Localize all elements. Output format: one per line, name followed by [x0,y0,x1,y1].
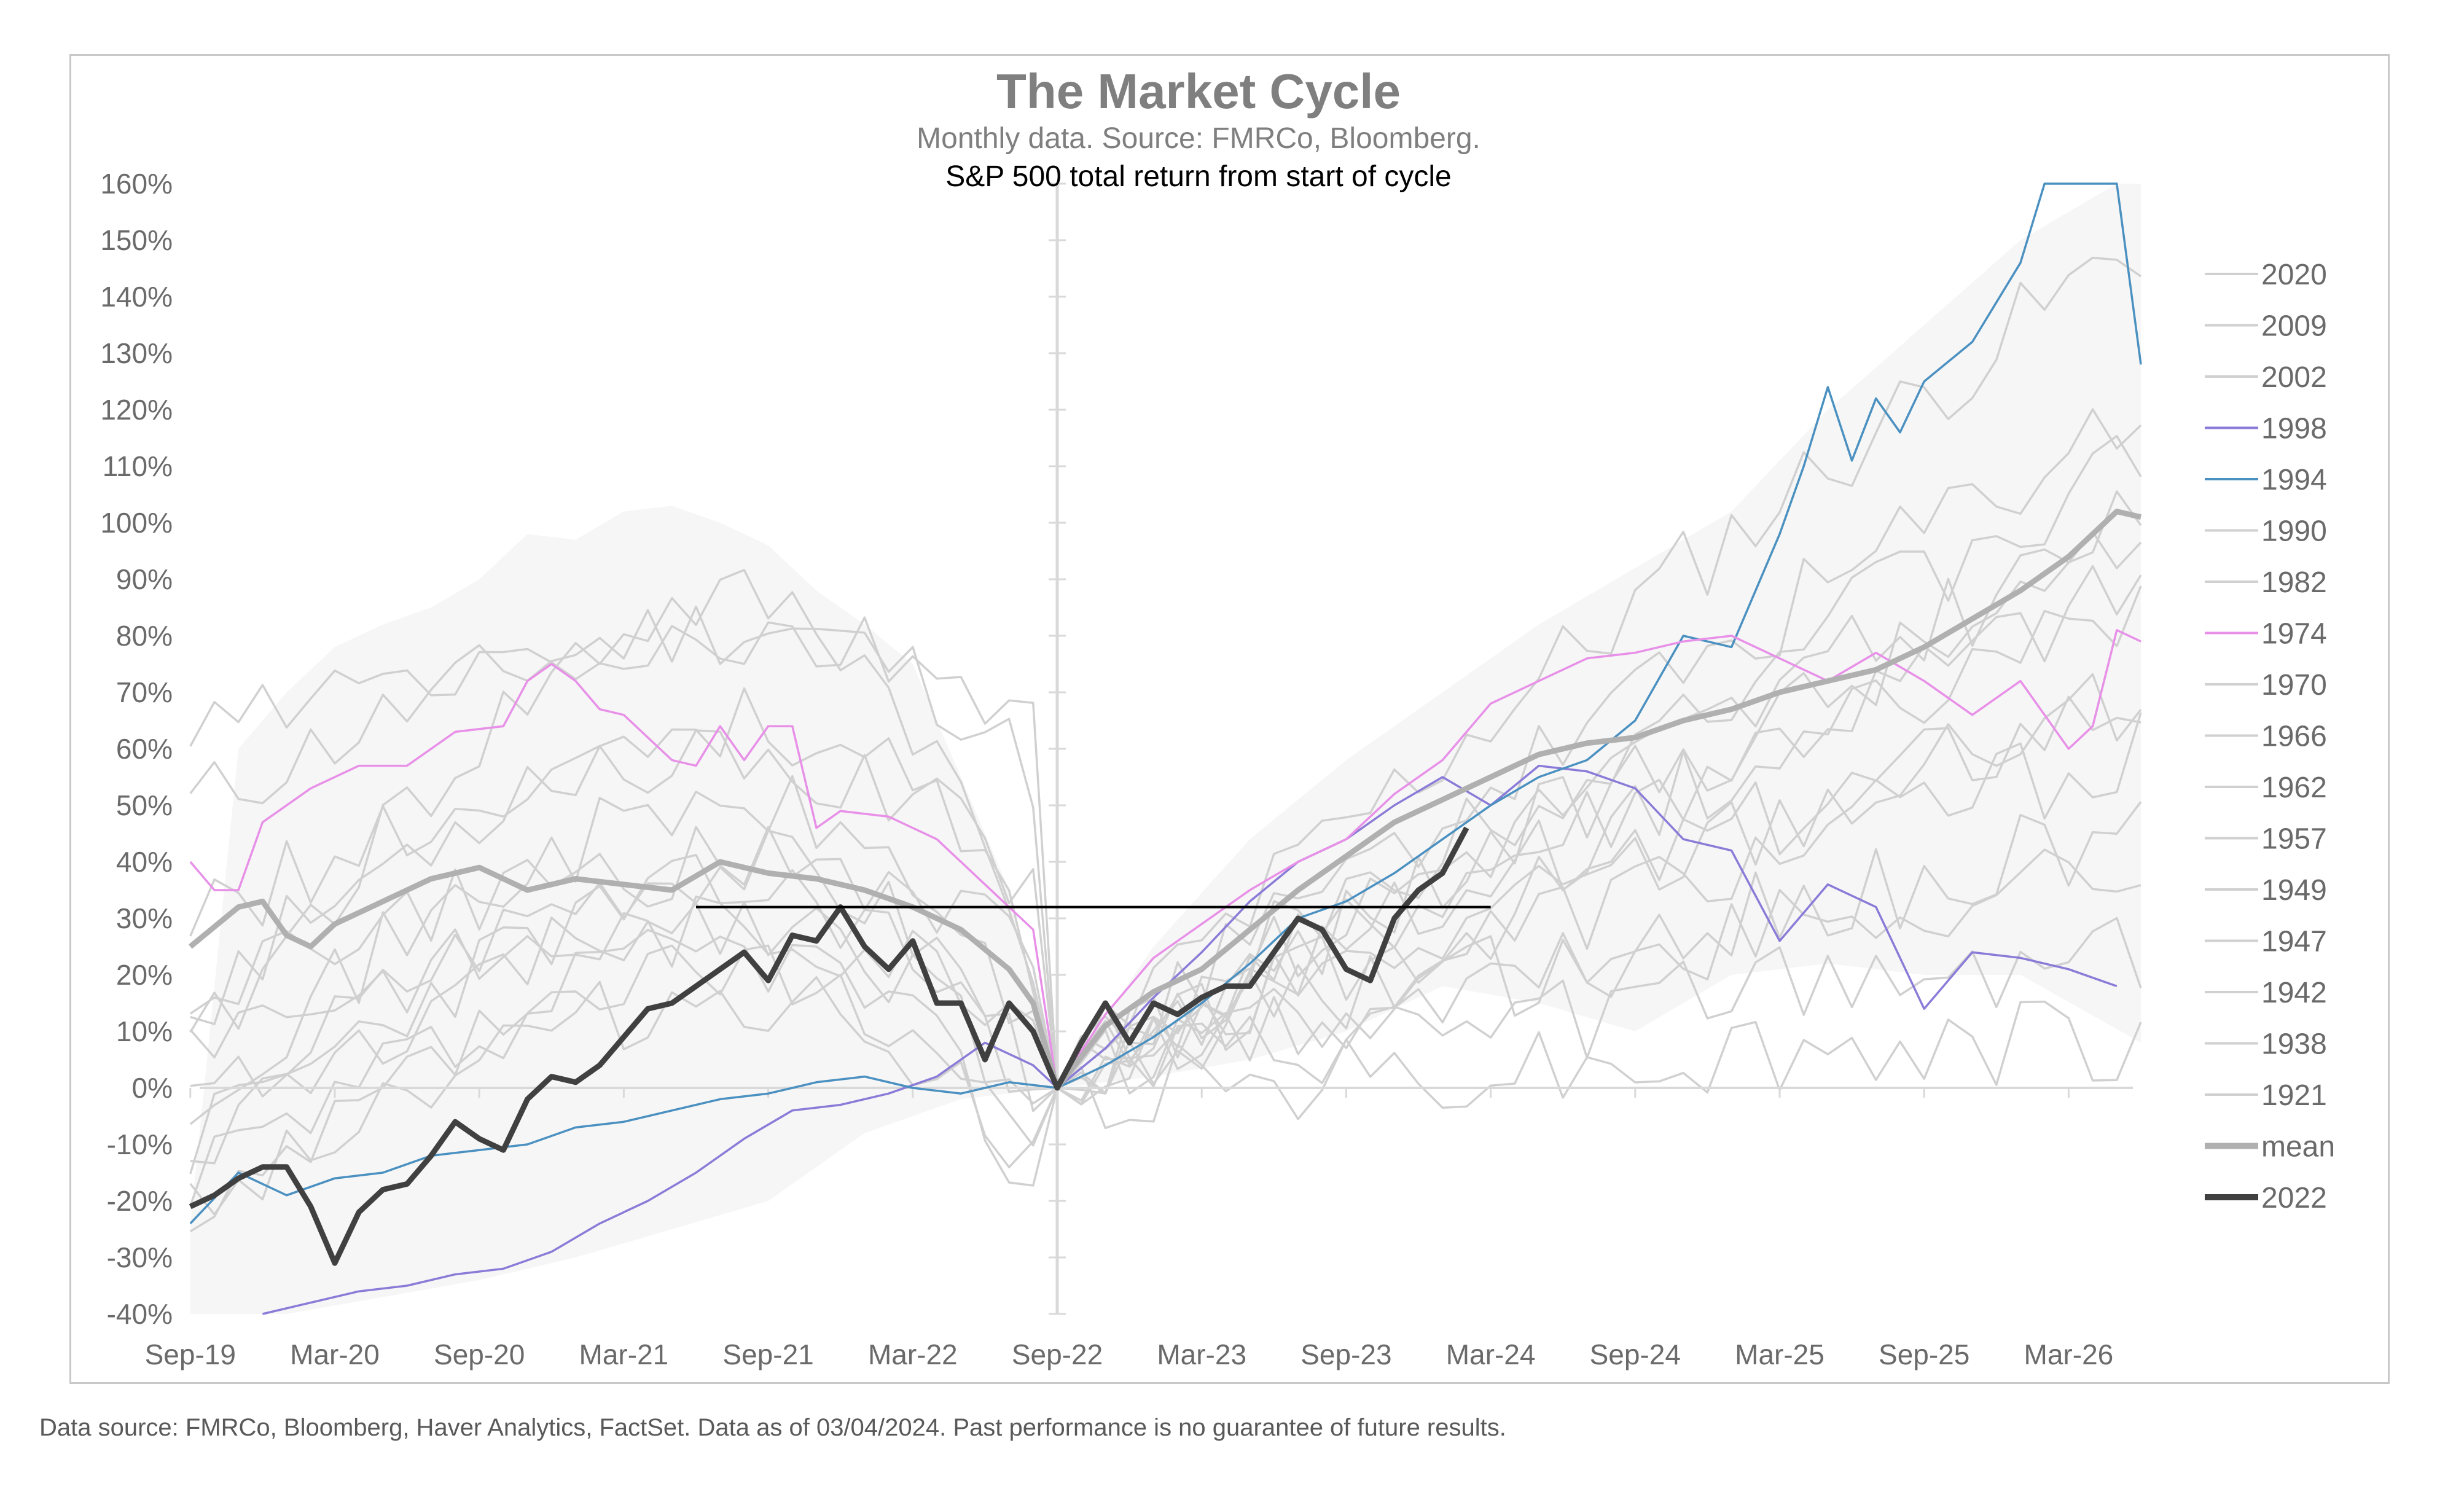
legend-label-2009: 2009 [2261,310,2327,343]
legend-label-1994: 1994 [2261,464,2327,496]
legend-label-1962: 1962 [2261,772,2327,804]
envelope-area [190,184,2141,1314]
series-line-2020 [189,256,2141,1089]
series-line-1982 [190,687,2142,1095]
legend-label-1942: 1942 [2261,977,2327,1009]
series-line-1957 [189,585,2142,1206]
background-series-layer [189,184,2142,1314]
x-tick-label: Mar-25 [1735,1339,1825,1370]
series-line-mean [188,509,2142,1091]
x-tick-label: Sep-23 [1300,1339,1391,1370]
y-tick-label: 90% [116,563,173,595]
legend-label-1938: 1938 [2261,1028,2327,1061]
legend-label-2002: 2002 [2261,361,2327,394]
series-line-1962 [189,490,2142,1102]
series-line-1966 [189,775,2141,1125]
y-tick-label: 10% [116,1015,173,1047]
x-tick-label: Mar-22 [868,1339,958,1370]
x-tick-label: Mar-24 [1446,1339,1536,1370]
y-tick-label: 50% [116,789,173,821]
x-tick-label: Mar-23 [1157,1339,1246,1370]
legend-label-1998: 1998 [2261,413,2327,445]
y-tick-label: 0% [132,1072,173,1104]
legend-label-1947: 1947 [2261,926,2327,958]
x-tick-label: Mar-21 [579,1339,669,1370]
y-tick-label: -40% [107,1298,173,1330]
y-tick-label: -20% [107,1185,173,1217]
x-tick-label: Mar-20 [290,1339,380,1370]
x-tick-label: Sep-20 [434,1339,525,1370]
y-tick-label: -10% [107,1128,173,1160]
x-tick-label: Sep-19 [145,1339,236,1370]
legend-label-1921: 1921 [2261,1079,2327,1112]
series-line-1938 [190,435,2142,1165]
y-tick-label: -30% [107,1241,173,1273]
x-tick-label: Sep-22 [1012,1339,1103,1370]
y-tick-label: 20% [116,959,173,991]
y-tick-label: 40% [116,846,173,878]
y-axis-label: S&P 500 total return from start of cycle [945,160,1451,193]
series-lines-layer [188,182,2142,1315]
x-tick-label: Sep-25 [1879,1339,1969,1370]
legend-label-mean: mean [2261,1131,2335,1163]
series-line-1998 [262,764,2118,1315]
y-tick-label: 110% [103,450,173,482]
chart-subtitle: Monthly data. Source: FMRCo, Bloomberg. [917,122,1480,155]
legend-label-2020: 2020 [2261,259,2327,291]
legend-label-1974: 1974 [2261,618,2327,651]
legend-label-1949: 1949 [2261,874,2327,907]
y-tick-label: 120% [100,394,173,426]
legend-label-1957: 1957 [2261,823,2327,856]
x-tick-label: Sep-24 [1590,1339,1681,1370]
y-tick-label: 130% [100,337,173,369]
series-line-1947 [189,917,2142,1216]
y-tick-label: 150% [100,224,173,256]
market-cycle-chart: 160% 150% 140% 130% 120% 110% 100% 90% 80% 70% 60%… [100,64,2335,1370]
legend-label-1982: 1982 [2261,566,2327,599]
legend-label-1966: 1966 [2261,721,2327,753]
y-tick-label: 60% [116,733,173,765]
legend-label-1970: 1970 [2261,669,2327,702]
y-tick-label: 80% [116,620,173,652]
footnote: Data source: FMRCo, Bloomberg, Haver Ana… [39,1414,1506,1441]
legend: 2020 2009 2002 1998 1994 1990 1982 1974 1970 1966… [2205,259,2335,1214]
x-tick-label: Mar-26 [2024,1339,2114,1370]
legend-label-1990: 1990 [2261,515,2327,548]
series-line-1949 [189,616,2142,1095]
y-tick-label: 160% [100,168,173,200]
y-tick-label: 100% [100,507,173,539]
series-line-2022 [189,826,1469,1266]
axes-layer: 160% 150% 140% 130% 120% 110% 100% 90% 80% 70% 60%… [100,168,2133,1370]
x-tick-label: Sep-21 [722,1339,813,1370]
chart-title: The Market Cycle [996,64,1401,119]
series-line-1921 [189,826,2142,1130]
series-line-1942 [189,673,2142,1095]
y-tick-label: 140% [100,281,173,313]
y-tick-label: 30% [116,902,173,934]
legend-label-2022: 2022 [2261,1182,2327,1214]
y-tick-label: 70% [116,676,173,708]
chart-frame: 160% 150% 140% 130% 120% 110% 100% 90% 80% 70% 60%… [69,54,2390,1384]
